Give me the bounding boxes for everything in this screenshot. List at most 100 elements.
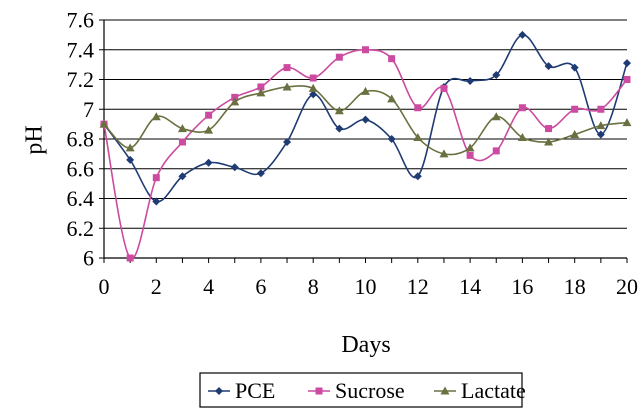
data-point-lactate xyxy=(544,137,554,146)
data-point-pce xyxy=(361,115,370,124)
data-point-lactate xyxy=(256,88,266,97)
data-point-sucrose xyxy=(335,53,343,61)
data-point-pce xyxy=(518,30,527,39)
data-point-sucrose xyxy=(362,46,369,54)
x-tick-label: 4 xyxy=(203,274,214,299)
data-point-pce xyxy=(466,76,475,85)
data-point-lactate xyxy=(230,97,240,106)
data-point-pce xyxy=(413,172,422,181)
axes xyxy=(99,19,628,263)
y-tick-label: 6.6 xyxy=(67,156,95,181)
data-point-sucrose xyxy=(466,151,474,159)
legend-marker xyxy=(315,387,323,395)
data-point-lactate xyxy=(491,112,501,121)
data-point-lactate xyxy=(387,94,397,103)
data-point-sucrose xyxy=(440,84,448,92)
data-point-pce xyxy=(152,197,161,206)
x-tick-label: 0 xyxy=(99,274,110,299)
data-point-pce xyxy=(570,63,579,72)
y-tick-label: 6.4 xyxy=(67,186,95,211)
x-tick-label: 14 xyxy=(459,274,481,299)
legend-label: Lactate xyxy=(461,378,526,403)
x-tick-label: 20 xyxy=(616,274,638,299)
data-point-sucrose xyxy=(597,105,605,113)
tick-labels: 6 6.2 6.4 6.6 6.8 7 7.2 7.4 7.6 0 2 4 6 8 10 12 14 16 18 20 xyxy=(67,8,639,300)
data-point-lactate xyxy=(177,124,187,133)
data-point-lactate xyxy=(439,149,449,158)
data-point-sucrose xyxy=(623,76,631,83)
y-tick-label: 6 xyxy=(83,246,94,271)
data-point-pce xyxy=(204,158,213,167)
legend-marker xyxy=(440,386,450,395)
x-tick-label: 6 xyxy=(255,274,266,299)
data-point-lactate xyxy=(204,125,214,134)
series-lactate xyxy=(99,82,632,158)
data-point-pce xyxy=(126,155,135,164)
data-point-sucrose xyxy=(388,55,396,63)
data-point-sucrose xyxy=(126,254,134,262)
series xyxy=(99,30,632,262)
data-point-sucrose xyxy=(414,104,422,112)
data-point-lactate xyxy=(125,143,135,152)
data-point-pce xyxy=(596,130,605,139)
legend-item-pce: PCE xyxy=(208,378,275,403)
x-tick-label: 18 xyxy=(564,274,586,299)
data-point-pce xyxy=(178,172,187,181)
data-point-sucrose xyxy=(178,138,186,146)
data-point-lactate xyxy=(361,86,370,95)
data-point-lactate xyxy=(596,121,606,130)
data-point-sucrose xyxy=(545,125,553,133)
data-point-sucrose xyxy=(283,64,291,72)
y-tick-label: 6.8 xyxy=(67,127,95,152)
data-point-pce xyxy=(492,71,501,80)
data-point-pce xyxy=(544,62,553,71)
data-point-pce xyxy=(283,137,292,146)
y-tick-label: 7 xyxy=(83,97,94,122)
data-point-pce xyxy=(256,169,265,178)
x-tick-label: 2 xyxy=(151,274,162,299)
data-point-pce xyxy=(309,90,318,99)
data-point-lactate xyxy=(334,106,344,115)
x-tick-label: 10 xyxy=(355,274,377,299)
data-point-pce xyxy=(335,124,344,133)
x-axis-title: Days xyxy=(341,332,390,358)
data-point-sucrose xyxy=(571,105,579,113)
data-point-sucrose xyxy=(152,174,160,182)
data-point-sucrose xyxy=(309,74,317,82)
series-sucrose xyxy=(100,46,631,262)
x-tick-label: 8 xyxy=(308,274,319,299)
data-point-lactate xyxy=(622,118,632,127)
legend-item-lactate: Lactate xyxy=(434,378,526,403)
series-pce xyxy=(100,30,631,206)
y-tick-label: 7.6 xyxy=(67,8,95,33)
data-point-lactate xyxy=(517,133,527,142)
y-tick-label: 7.4 xyxy=(67,37,95,62)
data-point-lactate xyxy=(282,82,292,91)
gridlines xyxy=(104,19,627,229)
data-point-lactate xyxy=(465,143,475,152)
data-point-pce xyxy=(387,135,396,143)
y-tick-label: 7.2 xyxy=(67,67,95,92)
data-point-sucrose xyxy=(492,147,500,155)
legend: PCE Sucrose Lactate xyxy=(199,372,526,408)
y-tick-label: 6.2 xyxy=(67,216,95,241)
data-point-pce xyxy=(230,163,239,172)
legend-box xyxy=(199,372,523,408)
data-point-lactate xyxy=(413,133,423,142)
data-point-sucrose xyxy=(518,104,526,112)
x-tick-label: 16 xyxy=(511,274,533,299)
data-point-sucrose xyxy=(257,83,265,91)
y-axis-title: pH xyxy=(22,125,48,154)
data-point-lactate xyxy=(151,112,161,121)
data-point-lactate xyxy=(99,119,109,128)
data-point-sucrose xyxy=(205,111,213,119)
x-tick-label: 12 xyxy=(407,274,429,299)
legend-label: Sucrose xyxy=(335,378,405,403)
series-line-sucrose xyxy=(103,48,628,260)
legend-label: PCE xyxy=(235,378,275,403)
data-point-lactate xyxy=(308,83,318,92)
data-point-lactate xyxy=(570,130,580,139)
legend-item-sucrose: Sucrose xyxy=(308,378,405,403)
legend-marker xyxy=(215,387,223,395)
